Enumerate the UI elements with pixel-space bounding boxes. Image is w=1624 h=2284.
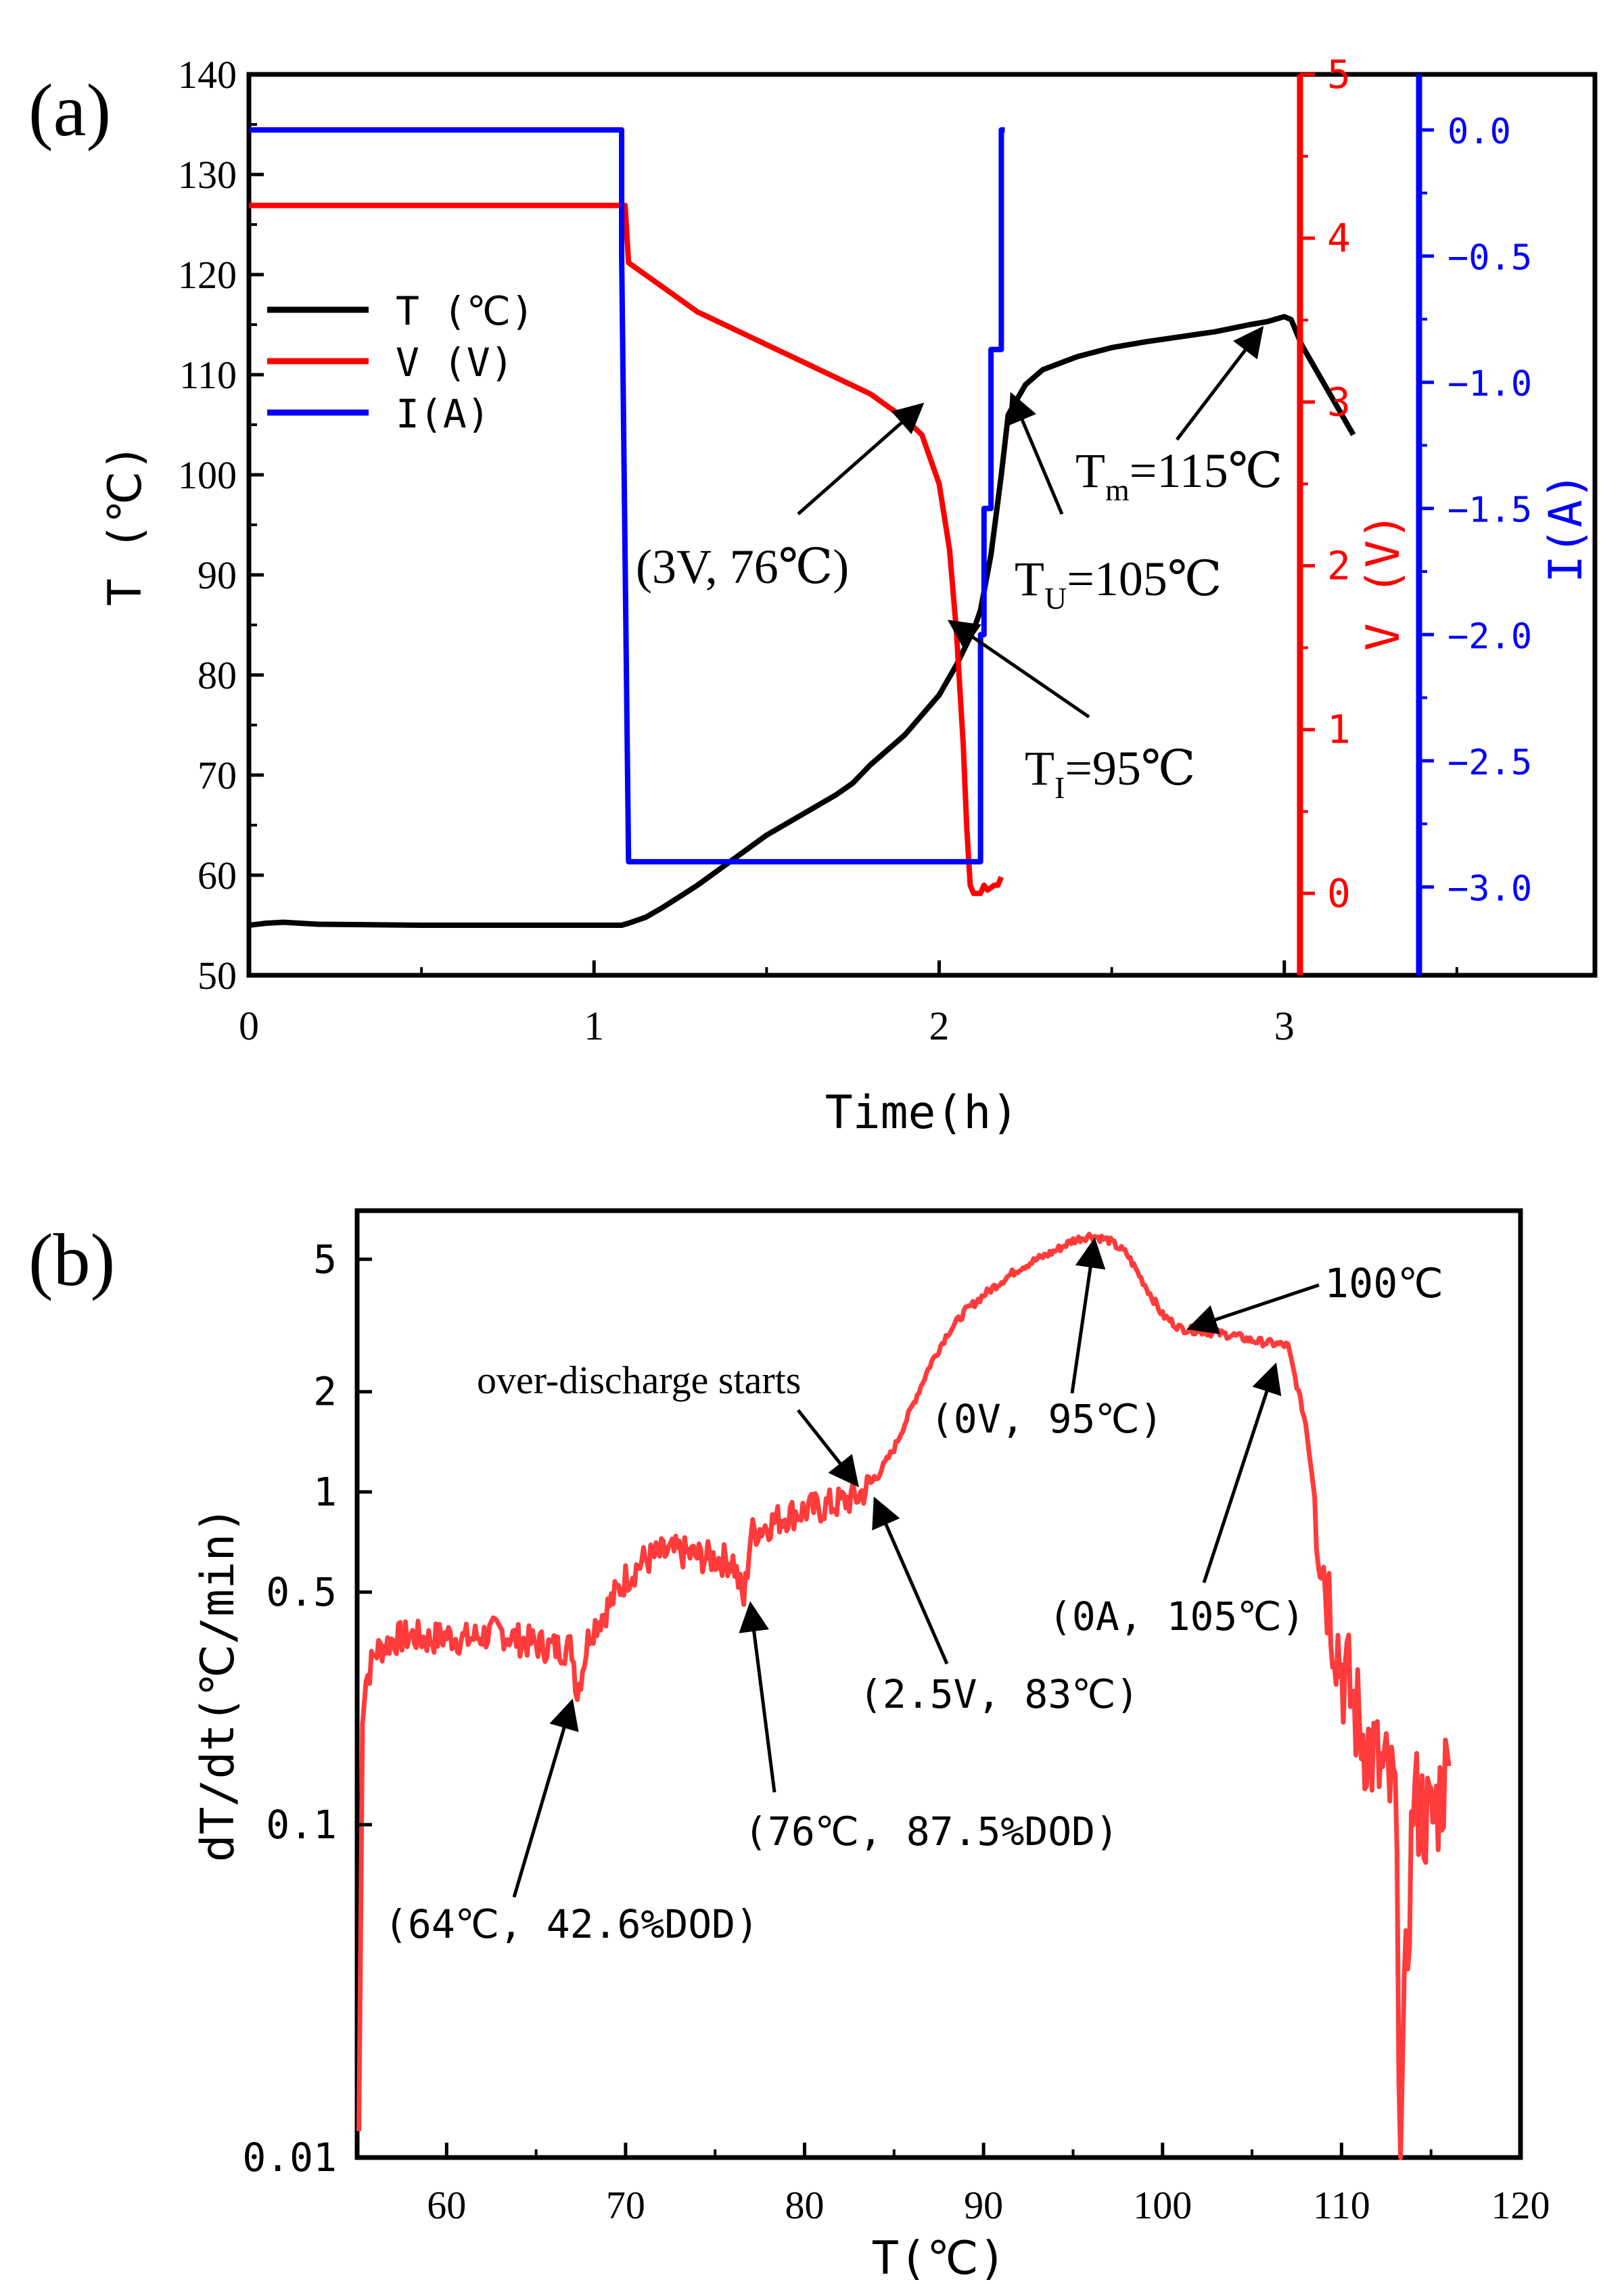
chart-a-series-current xyxy=(249,127,1005,865)
chart-a-left-tick-label: 130 xyxy=(178,153,237,197)
chart-a-left-tick-label: 60 xyxy=(198,854,237,898)
chart-b-annotation-arrow xyxy=(739,1601,776,1793)
chart-b-x-tick-label: 60 xyxy=(427,2183,466,2227)
chart-a-left-tick-label: 90 xyxy=(198,553,237,597)
chart-a-legend: T (℃) V (V) I(A) xyxy=(267,288,534,437)
chart-a-left-tick-label: 50 xyxy=(198,954,237,998)
chart-b-annotation-arrow xyxy=(872,1496,949,1665)
chart-a-current-tick-label: −2.0 xyxy=(1447,616,1532,657)
chart-b-annotation: (64℃, 42.6%DOD) xyxy=(384,1901,759,1947)
chart-a-current-tick-label: −1.5 xyxy=(1447,490,1532,531)
chart-b-annotation: (0V, 95℃) xyxy=(930,1396,1163,1442)
chart-a-left-tick-label: 120 xyxy=(178,253,237,297)
chart-a-current-axis-label: I(A) xyxy=(1539,472,1593,583)
chart-b-x-tick-label: 80 xyxy=(785,2183,825,2227)
chart-a-voltage-tick-label: 1 xyxy=(1327,707,1351,753)
chart-b-y-tick-label: 2 xyxy=(313,1369,337,1415)
chart-a-annotation-arrow xyxy=(1176,325,1264,441)
chart-a-voltage-tick-label: 5 xyxy=(1327,51,1351,97)
chart-b-x-tick-label: 70 xyxy=(606,2183,645,2227)
chart-a: 0 1 2 3 50 60 70 80 90 100 110 120 130 140 0 1 2 3 4 5 0.0 −0… xyxy=(99,51,1598,1140)
chart-b-annotation: (0A, 105℃) xyxy=(1048,1593,1305,1639)
chart-a-current-tick-label: −3.0 xyxy=(1447,868,1532,909)
chart-a-voltage-tick-label: 0 xyxy=(1327,870,1351,916)
chart-a-current-tick-label: −1.0 xyxy=(1447,364,1532,404)
chart-b-annotation: over-discharge starts xyxy=(477,1358,801,1402)
chart-a-annotation: TI=95℃ xyxy=(1025,741,1195,805)
chart-b-x-tick-label: 120 xyxy=(1491,2183,1550,2227)
chart-b-series-rate xyxy=(356,1232,1452,2160)
chart-a-annotation-arrow xyxy=(948,620,1090,719)
chart-a-x-tick-label: 0 xyxy=(239,1004,259,1048)
chart-a-x-axis-label: Time(h) xyxy=(825,1086,1019,1140)
chart-b-x-axis-label: T(℃) xyxy=(871,2232,1006,2284)
chart-a-annotation-arrow xyxy=(1008,392,1064,515)
chart-a-legend-label: I(A) xyxy=(396,391,490,437)
chart-b-annotation-arrow xyxy=(1202,1362,1282,1583)
chart-a-left-tick-label: 110 xyxy=(179,353,237,397)
chart-b-annotation: 100℃ xyxy=(1324,1260,1443,1307)
chart-b-x-tick-label: 110 xyxy=(1313,2183,1370,2227)
chart-b-x-tick-label: 90 xyxy=(964,2183,1003,2227)
chart-a-x-tick-label: 3 xyxy=(1274,1004,1295,1048)
chart-a-x-tick-label: 2 xyxy=(929,1004,950,1048)
chart-a-series-voltage xyxy=(249,202,1004,896)
chart-b-annotation-arrow xyxy=(797,1409,859,1487)
chart-b-y-tick-label: 0.5 xyxy=(266,1569,337,1615)
chart-a-voltage-tick-label: 4 xyxy=(1327,215,1351,261)
chart-a-current-tick-label: −0.5 xyxy=(1447,238,1532,279)
chart-a-legend-label: V (V) xyxy=(396,340,514,386)
chart-b-annotation: (76℃, 87.5%DOD) xyxy=(744,1809,1119,1855)
chart-b-y-tick-label: 0.1 xyxy=(266,1802,337,1848)
chart-a-voltage-tick-label: 2 xyxy=(1327,543,1351,589)
chart-b-y-tick-label: 1 xyxy=(313,1469,337,1515)
chart-a-current-tick-label: 0.0 xyxy=(1447,112,1511,152)
chart-b-annotation-arrow xyxy=(512,1698,579,1898)
panel-b-label: (b) xyxy=(28,1219,115,1301)
chart-a-left-axis-label: T (℃) xyxy=(99,444,152,606)
chart-a-current-tick-label: −2.5 xyxy=(1447,743,1532,783)
chart-a-x-tick-label: 1 xyxy=(584,1004,604,1048)
chart-a-series-temperature xyxy=(248,314,1356,928)
chart-b-annotation-arrow xyxy=(1070,1237,1106,1394)
chart-b-y-tick-label: 5 xyxy=(313,1236,337,1282)
chart-b-annotation-arrow xyxy=(1186,1283,1320,1334)
chart-a-annotation: Tm=115℃ xyxy=(1075,444,1282,507)
chart-a-left-tick-label: 140 xyxy=(178,53,237,97)
chart-a-left-tick-label: 100 xyxy=(178,453,237,497)
chart-b-y-tick-label: 0.01 xyxy=(242,2135,337,2181)
chart-a-annotation: TU=105℃ xyxy=(1015,552,1222,615)
chart-a-left-tick-label: 80 xyxy=(198,653,237,697)
chart-b-y-axis-label: dT/dt(℃/min) xyxy=(191,1506,245,1863)
chart-b: 60 70 80 90 100 110 120 0.01 0.1 0.5 1 2 5 100℃ over-… xyxy=(191,1208,1550,2284)
chart-a-legend-label: T (℃) xyxy=(396,288,534,334)
chart-a-voltage-axis-label: V (V) xyxy=(1357,513,1410,651)
chart-a-voltage-tick-label: 3 xyxy=(1327,379,1351,425)
chart-b-x-tick-label: 100 xyxy=(1133,2183,1192,2227)
chart-a-left-tick-label: 70 xyxy=(198,753,237,797)
chart-a-annotation: (3V, 76℃) xyxy=(636,540,849,594)
panel-a-label: (a) xyxy=(28,69,111,152)
chart-b-annotation: (2.5V, 83℃) xyxy=(859,1671,1139,1717)
chart-a-annotation-arrow xyxy=(797,402,925,515)
chart-b-frame xyxy=(354,1208,1523,2160)
